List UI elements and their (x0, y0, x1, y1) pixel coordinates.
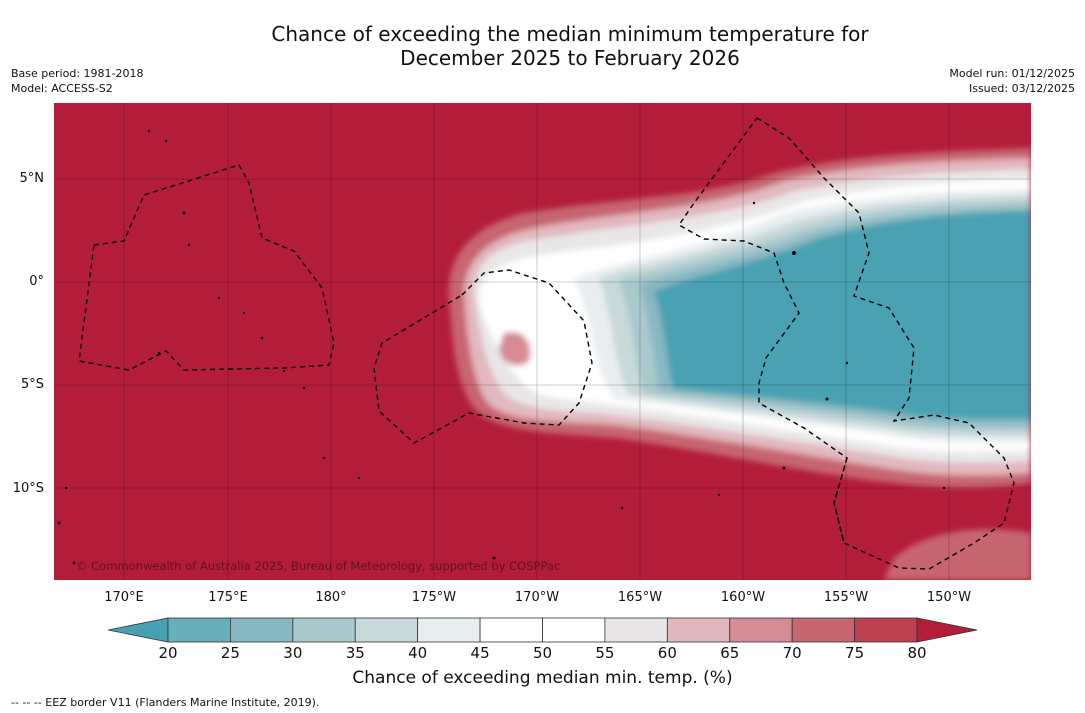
eez-kiribati-phoenix (677, 117, 1015, 570)
colorbar-tick-70: 70 (782, 644, 802, 662)
colorbar-segment-25-30 (230, 617, 294, 643)
model-name: Model: ACCESS-S2 (11, 82, 113, 95)
copyright-text: © Commonwealth of Australia 2025, Bureau… (76, 559, 560, 573)
colorbar-tick-55: 55 (595, 644, 615, 662)
colorbar-segment-75-80 (854, 617, 918, 643)
colorbar-segment-55-60 (604, 617, 668, 643)
colorbar-segment-60-65 (666, 617, 731, 643)
issued-date: Issued: 03/12/2025 (968, 82, 1075, 95)
colorbar-tick-80: 80 (907, 644, 927, 662)
colorbar-segment-35-40 (354, 617, 419, 643)
colorbar-tick-65: 65 (720, 644, 740, 662)
eez-borders (78, 117, 1015, 570)
eez-south-edge (833, 457, 848, 544)
colorbar-tick-60: 60 (657, 644, 677, 662)
meta-right: Model run: 01/12/2025 Issued: 03/12/2025 (949, 66, 1075, 96)
base-period: Base period: 1981-2018 (11, 67, 144, 80)
colorbar-segment-20-25 (167, 617, 231, 643)
lon-label-180: 180° (315, 590, 347, 605)
graticule (54, 103, 1031, 580)
lon-label-150w: 150°W (926, 590, 972, 605)
colorbar-segment-40-45 (417, 617, 481, 643)
colorbar-segment-65-70 (729, 617, 793, 643)
lat-label-5s: 5°S (20, 377, 44, 392)
islands (57, 129, 946, 565)
colorbar-tick-35: 35 (345, 644, 365, 662)
eez-tuvalu (78, 164, 335, 371)
lon-label-170w: 170°W (514, 590, 560, 605)
forecast-map: © Commonwealth of Australia 2025, Bureau… (54, 103, 1031, 580)
colorbar-tick-40: 40 (408, 644, 428, 662)
colorbar-segment-50-55 (542, 617, 606, 643)
colorbar-tick-30: 30 (283, 644, 303, 662)
colorbar-tick-25: 25 (220, 644, 240, 662)
lon-label-160w: 160°W (720, 590, 766, 605)
colorbar-tick-75: 75 (845, 644, 865, 662)
colorbar-tick-20: 20 (158, 644, 178, 662)
title-line-1: Chance of exceeding the median minimum t… (271, 22, 869, 46)
colorbar-label: Chance of exceeding median min. temp. (%… (352, 668, 733, 688)
eez-footnote: -- -- -- EEZ border V11 (Flanders Marine… (11, 696, 320, 709)
colorbar-segment-70-75 (791, 617, 855, 643)
lon-label-165w: 165°W (617, 590, 663, 605)
lat-label-0: 0° (29, 274, 44, 289)
colorbar-segment-30-35 (292, 617, 356, 643)
probability-field (448, 148, 1031, 580)
colorbar-tick-45: 45 (470, 644, 490, 662)
warm-tail-mid (499, 332, 531, 366)
colorbar (108, 617, 978, 643)
lon-label-155w: 155°W (823, 590, 869, 605)
band-20 (654, 211, 1031, 419)
model-run: Model run: 01/12/2025 (949, 67, 1075, 80)
colorbar-segment-45-50 (479, 617, 543, 643)
lat-label-10s: 10°S (12, 481, 44, 496)
eez-tokelau (373, 269, 593, 444)
lon-label-175w: 175°W (411, 590, 457, 605)
colorbar-tick-50: 50 (532, 644, 553, 662)
lat-label-5n: 5°N (19, 171, 45, 186)
lon-label-175e: 175°E (208, 590, 248, 605)
chart-title: Chance of exceeding the median minimum t… (200, 22, 940, 70)
meta-left: Base period: 1981-2018 Model: ACCESS-S2 (11, 66, 143, 96)
colorbar-over-arrow (916, 617, 978, 643)
lon-label-170e: 170°E (104, 590, 144, 605)
title-line-2: December 2025 to February 2026 (400, 46, 740, 70)
warm-tail-sw (884, 529, 1031, 580)
colorbar-under-arrow (108, 617, 169, 643)
